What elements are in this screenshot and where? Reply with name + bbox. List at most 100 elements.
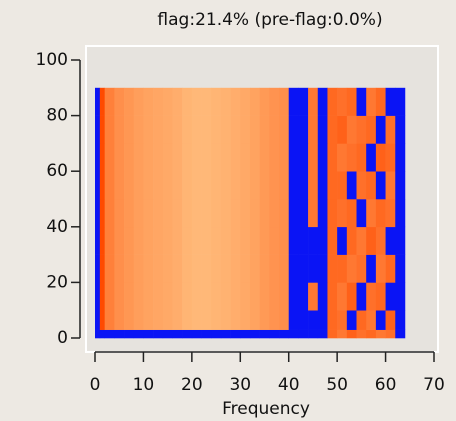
cell	[395, 282, 406, 311]
cell	[230, 282, 241, 311]
x-tick-label: 70	[423, 375, 445, 395]
cell	[317, 282, 328, 311]
cell	[337, 87, 348, 116]
cell	[337, 329, 348, 339]
cell	[182, 171, 193, 200]
cell	[124, 329, 135, 339]
cell	[395, 226, 406, 255]
cell	[288, 115, 299, 144]
cell	[182, 199, 193, 228]
cell	[162, 87, 173, 116]
cell	[375, 310, 386, 330]
cell	[337, 115, 348, 144]
cell	[279, 310, 290, 330]
cell	[269, 171, 280, 200]
cell	[182, 254, 193, 283]
cell	[356, 254, 367, 283]
cell	[395, 87, 406, 116]
cell	[201, 254, 212, 283]
cell	[375, 254, 386, 283]
cell	[385, 199, 396, 228]
cell	[114, 329, 125, 339]
cell	[317, 226, 328, 255]
cell	[356, 115, 367, 144]
cell	[153, 87, 164, 116]
x-tick-label: 0	[90, 375, 101, 395]
cell	[240, 282, 251, 311]
cell	[124, 87, 135, 116]
cell	[337, 282, 348, 311]
cell	[99, 171, 105, 200]
cell	[172, 199, 183, 228]
cell	[211, 199, 222, 228]
cell	[240, 310, 251, 330]
cell	[201, 143, 212, 172]
cell	[269, 282, 280, 311]
cell	[298, 310, 309, 330]
cell	[249, 171, 260, 200]
cell	[191, 329, 202, 339]
cell	[279, 171, 290, 200]
cell	[99, 199, 105, 228]
cell	[104, 282, 115, 311]
cell	[220, 254, 231, 283]
cell	[162, 310, 173, 330]
cell	[356, 199, 367, 228]
cell	[337, 143, 348, 172]
x-tick-label: 10	[133, 375, 155, 395]
cell	[182, 226, 193, 255]
cell	[114, 199, 125, 228]
y-tick-label: 20	[46, 272, 68, 292]
cell	[182, 329, 193, 339]
cell	[288, 226, 299, 255]
cell	[104, 199, 115, 228]
cell	[308, 87, 319, 116]
cell	[230, 115, 241, 144]
cell	[99, 282, 105, 311]
cell	[99, 310, 105, 330]
cell	[95, 329, 101, 339]
x-tick-label: 50	[326, 375, 348, 395]
cell	[230, 254, 241, 283]
cell	[201, 329, 212, 339]
cell	[317, 143, 328, 172]
cell	[337, 199, 348, 228]
cell	[356, 310, 367, 330]
cell	[346, 115, 357, 144]
cell	[327, 143, 338, 172]
cell	[259, 199, 270, 228]
cell	[133, 199, 144, 228]
cell	[327, 310, 338, 330]
cell	[162, 282, 173, 311]
cell	[249, 329, 260, 339]
cell	[124, 254, 135, 283]
cell	[395, 310, 406, 330]
cell	[327, 87, 338, 116]
cell	[220, 171, 231, 200]
cell	[211, 115, 222, 144]
cell	[346, 199, 357, 228]
cell	[366, 254, 377, 283]
cell	[249, 115, 260, 144]
cell	[104, 143, 115, 172]
cell	[95, 310, 101, 330]
cell	[162, 254, 173, 283]
cell	[298, 254, 309, 283]
cell	[211, 282, 222, 311]
cell	[317, 115, 328, 144]
cell	[95, 87, 101, 116]
cell	[211, 87, 222, 116]
cell	[356, 226, 367, 255]
cell	[337, 171, 348, 200]
cell	[308, 226, 319, 255]
cell	[104, 226, 115, 255]
cell	[240, 329, 251, 339]
cell	[153, 199, 164, 228]
cell	[288, 143, 299, 172]
cell	[99, 254, 105, 283]
cell	[298, 115, 309, 144]
cell	[133, 171, 144, 200]
cell	[162, 171, 173, 200]
chart-title: flag:21.4% (pre-flag:0.0%)	[157, 10, 382, 30]
